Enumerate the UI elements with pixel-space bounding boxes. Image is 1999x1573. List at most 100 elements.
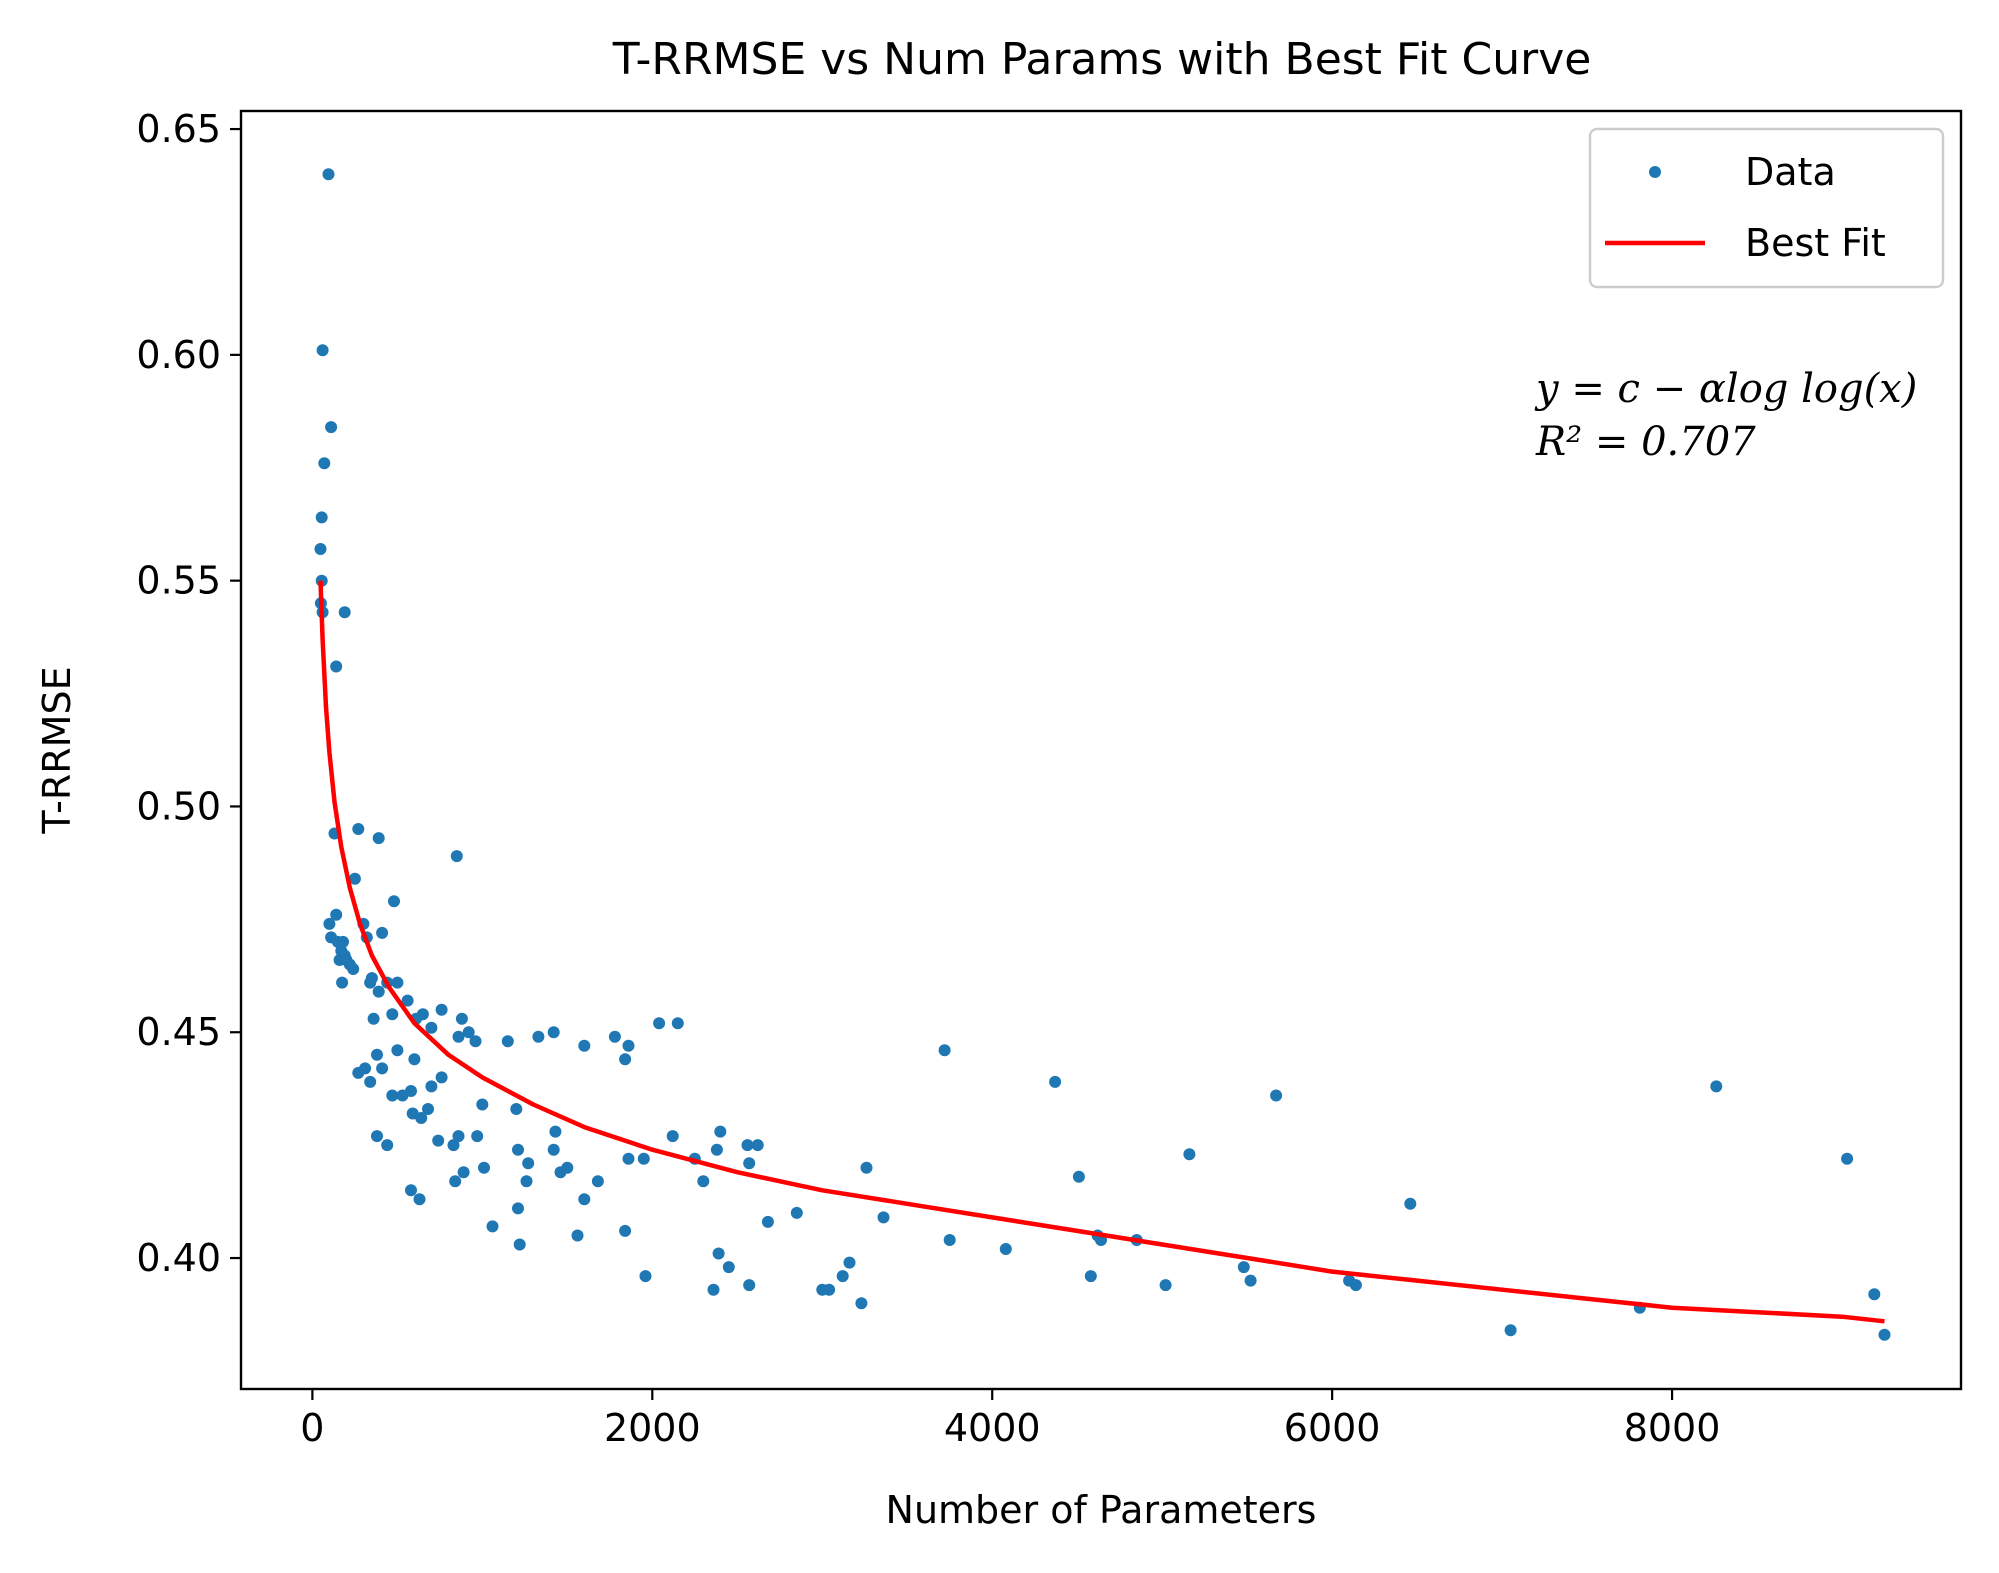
data-point xyxy=(512,1202,524,1215)
data-point xyxy=(501,1035,514,1048)
data-point xyxy=(571,1229,584,1242)
data-point xyxy=(338,606,351,619)
data-point xyxy=(547,1143,560,1156)
data-point xyxy=(561,1161,574,1174)
data-point xyxy=(348,872,361,885)
data-point xyxy=(1504,1324,1517,1337)
data-point xyxy=(1710,1080,1723,1093)
plot-area xyxy=(314,168,1891,1341)
data-point xyxy=(637,1152,650,1165)
data-point xyxy=(1159,1279,1172,1292)
data-point xyxy=(653,1017,666,1030)
data-point xyxy=(449,1175,462,1188)
data-point xyxy=(1244,1274,1257,1287)
data-point xyxy=(938,1044,951,1057)
data-point xyxy=(435,1071,448,1084)
data-point xyxy=(619,1053,632,1066)
data-point xyxy=(714,1125,727,1138)
data-point xyxy=(1049,1075,1062,1088)
x-tick-label: 8000 xyxy=(1624,1406,1721,1450)
data-point xyxy=(391,1044,404,1057)
data-point xyxy=(367,1012,380,1025)
data-point xyxy=(622,1152,635,1165)
data-point xyxy=(333,954,346,966)
data-point xyxy=(415,1112,428,1124)
data-point xyxy=(364,1075,377,1088)
y-axis-ticks: 0.40 0.45 0.50 0.55 0.60 0.65 xyxy=(136,107,241,1280)
best-fit-line xyxy=(318,580,1885,1324)
chart-title: T-RRMSE vs Num Params with Best Fit Curv… xyxy=(612,34,1592,85)
data-point xyxy=(457,1166,470,1179)
r-squared-annotation: R² = 0.707 xyxy=(1535,419,1756,465)
data-point xyxy=(452,1030,465,1043)
y-tick-label: 0.65 xyxy=(136,107,221,151)
data-point xyxy=(608,1030,621,1043)
data-point xyxy=(639,1270,652,1283)
data-point xyxy=(578,1193,591,1206)
data-point xyxy=(425,1080,438,1093)
data-point xyxy=(520,1175,533,1188)
data-point xyxy=(1072,1170,1085,1183)
data-point xyxy=(999,1243,1012,1255)
data-point xyxy=(522,1157,535,1170)
data-point xyxy=(405,1085,417,1097)
y-tick-label: 0.55 xyxy=(136,559,221,603)
data-point xyxy=(761,1215,774,1228)
data-point xyxy=(330,908,343,921)
data-point xyxy=(476,1098,489,1111)
data-point xyxy=(471,1130,484,1143)
x-tick-label: 6000 xyxy=(1284,1406,1381,1450)
legend: Data Best Fit xyxy=(1588,127,1945,289)
data-point xyxy=(710,1143,723,1156)
data-point xyxy=(425,1021,438,1034)
data-point xyxy=(347,963,360,975)
data-point xyxy=(432,1134,445,1147)
data-point xyxy=(1404,1197,1417,1210)
data-point xyxy=(405,1184,417,1197)
legend-box xyxy=(1588,127,1945,289)
data-point xyxy=(1878,1328,1891,1341)
data-point xyxy=(855,1297,868,1310)
data-point xyxy=(364,976,377,989)
axes-frame xyxy=(239,109,1963,1391)
data-point xyxy=(1084,1270,1097,1283)
data-point xyxy=(325,421,338,434)
data-point xyxy=(372,832,385,845)
legend-data-marker xyxy=(1649,166,1661,178)
data-point xyxy=(315,511,328,524)
data-point xyxy=(376,926,389,939)
data-point xyxy=(372,985,385,998)
best-fit-series xyxy=(318,580,1885,1324)
data-point xyxy=(877,1211,890,1224)
data-point xyxy=(413,1193,426,1206)
data-point xyxy=(462,1026,475,1039)
y-tick-label: 0.50 xyxy=(136,784,221,828)
y-tick-label: 0.40 xyxy=(136,1236,221,1280)
data-point xyxy=(751,1139,764,1152)
data-point xyxy=(823,1283,836,1296)
data-point xyxy=(1349,1279,1362,1292)
data-point xyxy=(843,1256,856,1269)
data-point xyxy=(452,1130,465,1143)
legend-label-data: Data xyxy=(1745,150,1836,194)
data-point xyxy=(741,1139,754,1152)
data-point xyxy=(671,1017,684,1030)
data-point xyxy=(1237,1261,1250,1274)
data-point xyxy=(1183,1148,1196,1161)
data-point xyxy=(1868,1288,1881,1301)
data-point xyxy=(386,1089,399,1102)
data-point xyxy=(314,543,327,555)
data-point xyxy=(622,1039,635,1052)
x-axis-ticks: 0 2000 4000 6000 8000 xyxy=(300,1389,1720,1450)
data-point xyxy=(352,823,365,835)
data-point xyxy=(330,660,343,673)
data-point xyxy=(743,1279,756,1292)
x-axis-label: Number of Parameters xyxy=(886,1488,1317,1532)
data-point xyxy=(743,1157,756,1170)
data-point xyxy=(836,1270,849,1283)
data-point xyxy=(1270,1089,1283,1102)
data-point xyxy=(371,1048,383,1061)
data-point xyxy=(478,1161,490,1174)
data-point xyxy=(469,1035,482,1048)
data-point xyxy=(322,168,335,181)
